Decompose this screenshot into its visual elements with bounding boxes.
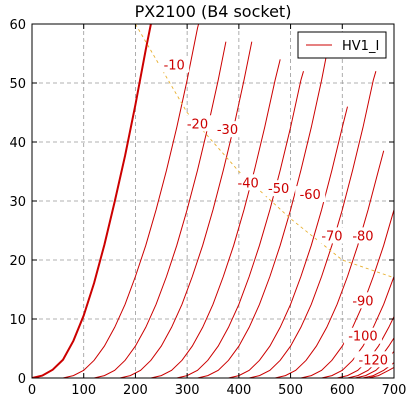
- curve-label: -50: [268, 182, 289, 197]
- legend: HV1_I: [297, 31, 387, 59]
- curve-label-bg: [347, 292, 378, 309]
- curve-label-bg: [316, 227, 347, 244]
- y-tick-label: 60: [9, 18, 26, 33]
- series-line: [93, 41, 227, 378]
- series-line: [197, 53, 328, 378]
- curve-label-bg: [159, 56, 190, 73]
- curve-labels-layer: -10 -20 -30 -40 -50 -60 -70 -80 -90 -100 -120: [159, 56, 393, 368]
- x-tick-label: 200: [123, 383, 148, 398]
- curve-label: -90: [352, 294, 373, 309]
- y-tick-label: 10: [9, 313, 26, 328]
- grid-layer: [32, 24, 394, 378]
- curves-layer: [32, 24, 394, 378]
- series-line: [62, 24, 200, 378]
- y-tick-label: 50: [9, 77, 26, 92]
- curve-label-bg: [212, 121, 243, 138]
- curve-label: -30: [217, 123, 238, 138]
- series-line: [249, 71, 377, 378]
- y-tick-label: 40: [9, 136, 26, 151]
- series-line: [228, 106, 348, 378]
- curve-label: -120: [359, 353, 389, 368]
- x-tick-label: 600: [330, 383, 355, 398]
- curve-label: -70: [321, 229, 342, 244]
- series-line: [150, 59, 281, 378]
- y-tick-label: 20: [9, 254, 26, 269]
- x-tick-label: 500: [278, 383, 303, 398]
- curve-label-bg: [295, 186, 326, 203]
- y-tick-label: 0: [18, 372, 26, 387]
- curve-label: -80: [352, 229, 373, 244]
- curve-label-bg: [354, 351, 393, 368]
- x-tick-label: 400: [226, 383, 251, 398]
- curve-label: -60: [300, 188, 321, 203]
- x-tick-label: 300: [175, 383, 200, 398]
- series-line: [176, 71, 304, 378]
- y-tick-label: 30: [9, 195, 26, 210]
- curve-label: -40: [238, 176, 259, 191]
- x-tick-label: 0: [28, 383, 36, 398]
- series-line: [32, 24, 152, 378]
- curve-label-bg: [347, 227, 378, 244]
- x-tick-label: 700: [382, 383, 407, 398]
- curve-label-bg: [263, 180, 294, 197]
- curve-label-bg: [182, 115, 213, 132]
- curve-label: -10: [164, 58, 185, 73]
- ticks-layer: 0 100 200 300 400 500 600 700 0 10 20 30 40 50 60: [9, 18, 406, 398]
- x-tick-label: 100: [71, 383, 96, 398]
- curve-label: -100: [348, 330, 378, 345]
- series-line: [367, 366, 394, 378]
- series-line: [274, 150, 385, 378]
- curve-label-bg: [233, 174, 264, 191]
- legend-label: HV1_I: [342, 39, 379, 54]
- plot-frame: [31, 23, 395, 379]
- curve-label: -20: [187, 117, 208, 132]
- chart-title: PX2100 (B4 socket): [135, 2, 292, 21]
- curve-label-bg: [343, 327, 382, 344]
